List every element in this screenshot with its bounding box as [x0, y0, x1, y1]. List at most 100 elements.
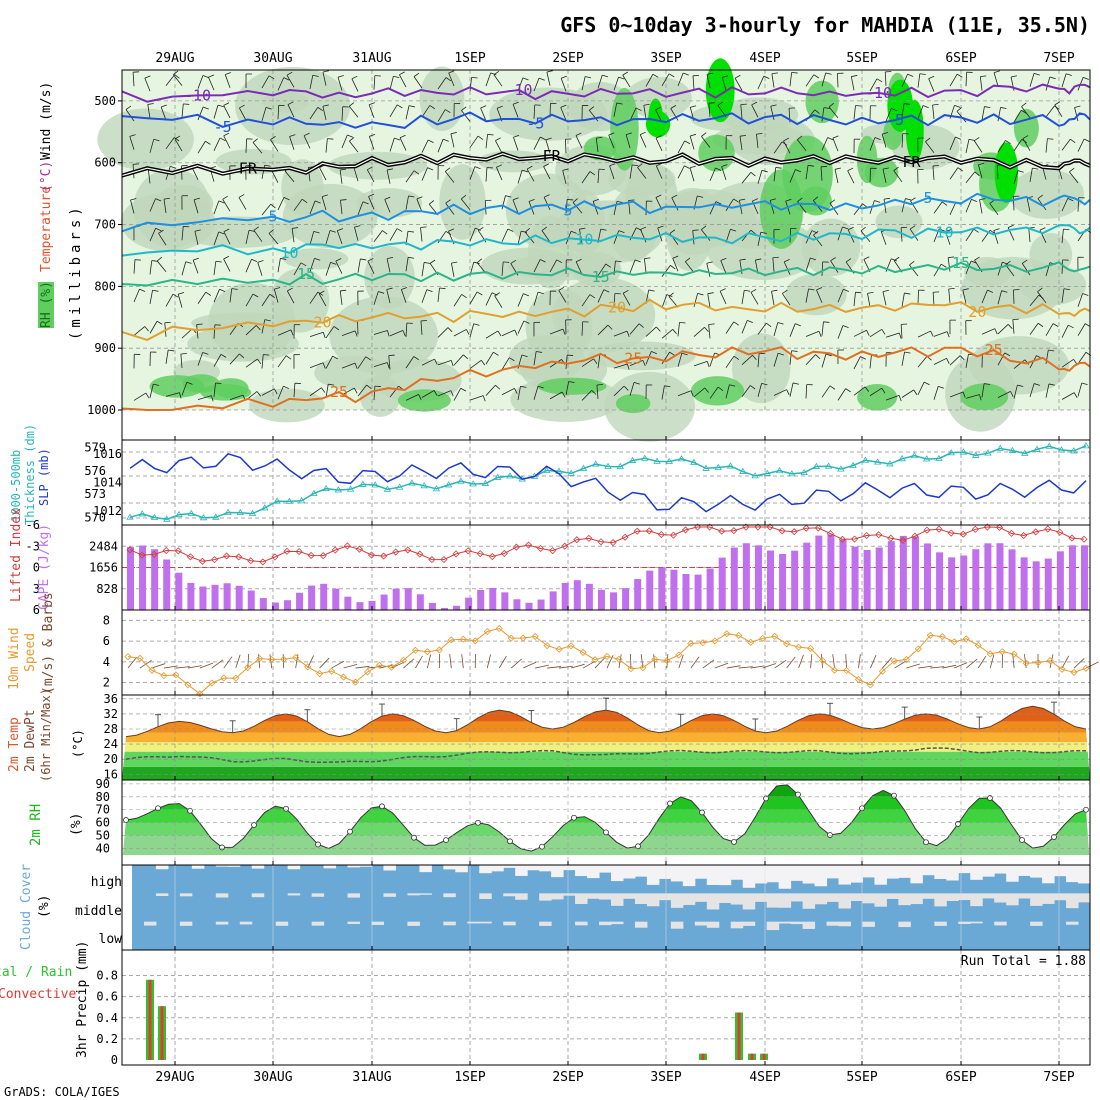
wind-barb-flag	[978, 162, 985, 166]
wind-barb-flag	[252, 138, 258, 143]
wind-barb-flag	[994, 328, 998, 335]
rh-shade-low	[537, 377, 607, 395]
wind-barb	[501, 228, 509, 242]
wind-barb-flag	[697, 195, 704, 198]
cloud-clear-cell	[155, 893, 169, 897]
wind-barb	[173, 74, 183, 86]
wind-barb-flag	[720, 257, 727, 261]
wind-barb	[533, 291, 539, 306]
wind-barb-flag	[722, 75, 729, 78]
wind-barb-flag	[562, 168, 569, 171]
thickness-line-marker	[1070, 447, 1078, 454]
temp-tick: 16	[104, 767, 118, 781]
cape-bar	[332, 588, 340, 610]
wind-barb	[341, 330, 356, 337]
cloud-clear-cell	[575, 921, 588, 926]
thickness-line-marker	[812, 462, 821, 469]
wind-barb	[160, 106, 167, 121]
lifted-index-marker	[899, 536, 907, 544]
wind-barb	[125, 109, 135, 122]
cape-bar	[139, 545, 147, 610]
wind-barb-flag	[1017, 384, 1024, 387]
wind-barb-flag	[322, 104, 329, 107]
lifted-index-marker	[838, 535, 847, 543]
wind-barb	[448, 72, 455, 87]
wind-barb	[421, 167, 428, 181]
wind-barb-flag	[1037, 322, 1044, 328]
rh-tick: 40	[96, 842, 110, 856]
cape-bar	[827, 534, 835, 610]
cloud-clear-cell	[646, 893, 660, 907]
wind-barb	[677, 165, 685, 179]
cloud-clear-cell	[1018, 865, 1031, 876]
wind-barb	[147, 169, 151, 184]
wind-barb-flag	[386, 168, 394, 171]
wind-barb-flag	[145, 392, 150, 399]
wind-barb-flag	[987, 289, 994, 293]
cloud-clear-cell	[347, 893, 361, 898]
wind-barb	[181, 382, 188, 396]
wind-barb	[677, 322, 680, 337]
cape-bar	[127, 547, 134, 610]
wind-barb-flag	[962, 391, 966, 398]
wind-barb	[149, 290, 153, 305]
wind-barb	[309, 291, 319, 304]
wind-speed-marker	[974, 641, 982, 649]
wind-barb	[741, 290, 745, 305]
contour-label: -10	[865, 84, 892, 102]
cloud-clear-cell	[742, 893, 756, 910]
thickness-line-marker	[175, 510, 183, 518]
wind-barb	[194, 231, 199, 245]
wind-barb	[355, 665, 370, 669]
wind-barb	[523, 661, 537, 669]
wind-barb	[997, 290, 1002, 305]
wind-speed-marker	[890, 657, 898, 665]
wind-barb	[543, 166, 551, 180]
wind-ylabel-a: 10m Wind	[7, 627, 22, 690]
wind-barb-flag	[637, 163, 643, 168]
wind-barb	[129, 136, 135, 150]
wind-barb-flag	[413, 356, 419, 361]
temp-tick: 28	[104, 722, 118, 736]
wind-barb	[309, 387, 322, 397]
lifted-index-marker	[223, 552, 231, 560]
wind-barb	[757, 353, 760, 368]
wind-barb-flag	[495, 384, 501, 390]
cloud-clear-cell	[718, 865, 732, 886]
contour-label: 15	[952, 254, 970, 272]
wind-barb	[144, 77, 151, 92]
cloud-clear-cell	[958, 921, 971, 924]
cloud-panel	[132, 865, 1091, 950]
wind-barb-flag	[512, 101, 519, 105]
cloud-clear-cell	[694, 893, 708, 902]
thickness-line-marker	[457, 477, 465, 484]
wind-barb-flag	[522, 169, 528, 173]
wind-barb	[213, 289, 220, 303]
wind-barb	[965, 658, 978, 669]
wind-barb-flag	[651, 351, 657, 355]
wind-barb-flag	[616, 102, 623, 105]
wind-barb	[261, 354, 264, 369]
wind-barb-flag	[740, 103, 747, 106]
wind-barb	[644, 258, 647, 273]
wind-speed-marker	[531, 632, 539, 641]
wind-barb	[547, 666, 562, 669]
wind-barb	[368, 136, 375, 150]
wind-barb	[613, 76, 619, 91]
wind-barb-flag	[608, 132, 615, 136]
upper-ylabel-rh: RH (%)	[39, 281, 54, 328]
wind-barb-flag	[450, 360, 454, 367]
wind-speed-marker	[998, 648, 1006, 656]
wind-barb	[901, 389, 914, 398]
wind-barb-flag	[205, 291, 212, 296]
wind-speed-marker	[854, 675, 863, 684]
wind-barb-flag	[905, 198, 912, 201]
wind-barb	[277, 355, 287, 368]
wind-barb-flag	[225, 72, 231, 75]
wind-barb	[319, 657, 330, 669]
wind-barb-flag	[256, 391, 262, 397]
wind-barb-flag	[777, 322, 784, 325]
wind-barb-flag	[979, 394, 982, 401]
cloud-clear-cell	[898, 865, 911, 878]
wind-barb	[1054, 104, 1063, 118]
